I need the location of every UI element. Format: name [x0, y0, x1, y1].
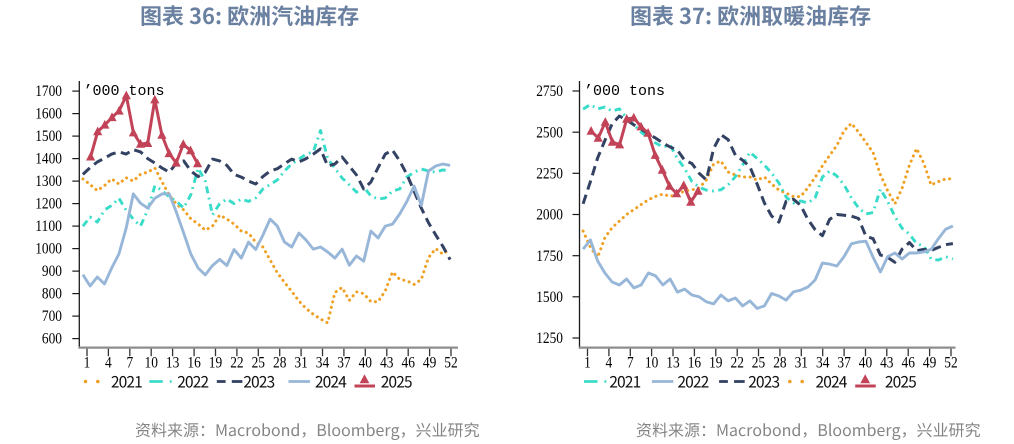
svg-text:28: 28 — [273, 355, 287, 372]
svg-text:10: 10 — [645, 355, 659, 372]
svg-text:2500: 2500 — [536, 124, 563, 141]
svg-text:16: 16 — [688, 355, 702, 372]
svg-text:52: 52 — [944, 355, 957, 372]
svg-text:800: 800 — [42, 286, 62, 303]
svg-text:52: 52 — [444, 355, 457, 372]
svg-text:1000: 1000 — [35, 241, 62, 258]
svg-text:1600: 1600 — [35, 106, 62, 123]
svg-text:700: 700 — [42, 308, 62, 325]
svg-text:22: 22 — [230, 355, 243, 372]
svg-text:19: 19 — [709, 355, 723, 372]
svg-text:34: 34 — [816, 355, 830, 372]
svg-text:37: 37 — [337, 355, 351, 372]
svg-text:1500: 1500 — [35, 128, 62, 145]
svg-text:900: 900 — [42, 263, 62, 280]
svg-text:7: 7 — [627, 355, 634, 372]
svg-text:1250: 1250 — [536, 330, 563, 347]
svg-text:13: 13 — [666, 355, 680, 372]
svg-text:37: 37 — [837, 355, 851, 372]
svg-text:4: 4 — [606, 355, 613, 372]
svg-text:’000 tons: ’000 tons — [584, 83, 665, 100]
svg-text:34: 34 — [316, 355, 330, 372]
svg-text:2750: 2750 — [536, 83, 563, 100]
svg-text:22: 22 — [731, 355, 744, 372]
svg-text:2250: 2250 — [536, 165, 563, 182]
svg-text:16: 16 — [187, 355, 201, 372]
svg-text:31: 31 — [294, 355, 307, 372]
svg-text:7: 7 — [126, 355, 133, 372]
svg-text:1400: 1400 — [35, 151, 62, 168]
svg-text:49: 49 — [423, 355, 437, 372]
svg-text:1: 1 — [584, 355, 591, 372]
svg-text:1700: 1700 — [35, 83, 62, 100]
svg-text:’000 tons: ’000 tons — [84, 83, 165, 100]
svg-text:10: 10 — [145, 355, 159, 372]
svg-text:1300: 1300 — [35, 173, 62, 190]
svg-text:28: 28 — [773, 355, 787, 372]
svg-text:1500: 1500 — [536, 289, 563, 306]
svg-text:13: 13 — [166, 355, 180, 372]
svg-text:43: 43 — [880, 355, 894, 372]
svg-text:40: 40 — [859, 355, 873, 372]
svg-text:600: 600 — [42, 331, 62, 348]
svg-text:25: 25 — [252, 355, 266, 372]
svg-text:19: 19 — [209, 355, 223, 372]
svg-text:25: 25 — [752, 355, 766, 372]
svg-text:1750: 1750 — [536, 248, 563, 265]
svg-text:46: 46 — [902, 355, 916, 372]
svg-text:31: 31 — [795, 355, 808, 372]
svg-text:49: 49 — [923, 355, 937, 372]
svg-text:46: 46 — [402, 355, 416, 372]
svg-text:1200: 1200 — [35, 196, 62, 213]
svg-text:2000: 2000 — [536, 207, 563, 224]
svg-text:40: 40 — [359, 355, 373, 372]
svg-text:43: 43 — [380, 355, 394, 372]
svg-text:1100: 1100 — [35, 218, 62, 235]
svg-text:1: 1 — [84, 355, 91, 372]
svg-text:4: 4 — [105, 355, 112, 372]
